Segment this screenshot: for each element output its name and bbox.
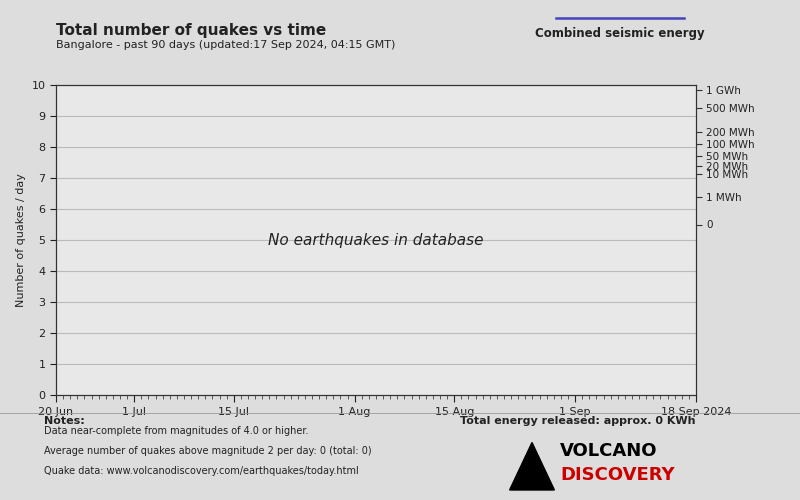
Y-axis label: Number of quakes / day: Number of quakes / day — [16, 173, 26, 307]
Text: Data near-complete from magnitudes of 4.0 or higher.: Data near-complete from magnitudes of 4.… — [44, 426, 309, 436]
Text: Average number of quakes above magnitude 2 per day: 0 (total: 0): Average number of quakes above magnitude… — [44, 446, 372, 456]
Text: Bangalore - past 90 days (updated:17 Sep 2024, 04:15 GMT): Bangalore - past 90 days (updated:17 Sep… — [56, 40, 395, 50]
Text: Notes:: Notes: — [44, 416, 85, 426]
Text: Quake data: www.volcanodiscovery.com/earthquakes/today.html: Quake data: www.volcanodiscovery.com/ear… — [44, 466, 358, 476]
Text: Total number of quakes vs time: Total number of quakes vs time — [56, 22, 326, 38]
Text: Total energy released: approx. 0 KWh: Total energy released: approx. 0 KWh — [460, 416, 695, 426]
Text: DISCOVERY: DISCOVERY — [560, 466, 674, 484]
Text: Combined seismic energy: Combined seismic energy — [535, 28, 705, 40]
Text: VOLCANO: VOLCANO — [560, 442, 658, 460]
Text: No earthquakes in database: No earthquakes in database — [268, 232, 484, 248]
